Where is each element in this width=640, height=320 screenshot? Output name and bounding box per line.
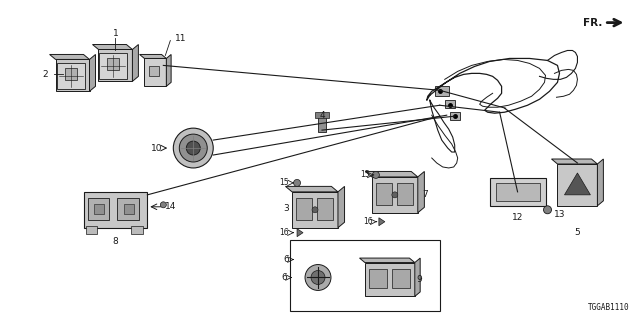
Text: 1: 1 xyxy=(113,29,118,38)
Text: 4: 4 xyxy=(319,111,325,120)
Circle shape xyxy=(543,206,552,214)
Bar xyxy=(495,183,540,201)
Text: 16: 16 xyxy=(280,228,289,237)
Bar xyxy=(56,63,84,89)
Bar xyxy=(86,226,97,234)
Bar xyxy=(83,192,147,228)
Polygon shape xyxy=(132,44,138,81)
Bar xyxy=(124,204,134,214)
Bar xyxy=(318,116,326,132)
Bar xyxy=(376,183,392,205)
Polygon shape xyxy=(90,54,95,91)
Bar xyxy=(131,226,143,234)
Bar xyxy=(149,67,159,76)
Circle shape xyxy=(179,134,207,162)
Bar xyxy=(397,183,413,205)
Polygon shape xyxy=(365,262,415,296)
Text: 16: 16 xyxy=(364,217,373,226)
Polygon shape xyxy=(415,258,420,296)
Bar xyxy=(490,178,545,206)
Polygon shape xyxy=(557,164,597,206)
Text: 7: 7 xyxy=(422,190,428,199)
Bar xyxy=(315,112,329,118)
Circle shape xyxy=(312,207,318,213)
Text: 2: 2 xyxy=(43,70,49,79)
Polygon shape xyxy=(338,186,344,228)
Text: 5: 5 xyxy=(575,228,580,237)
Polygon shape xyxy=(418,172,424,213)
Polygon shape xyxy=(564,173,591,195)
Text: 6: 6 xyxy=(284,255,289,264)
Bar xyxy=(99,53,127,79)
Polygon shape xyxy=(99,50,132,81)
Text: TGGAB1110: TGGAB1110 xyxy=(588,303,629,312)
Text: 12: 12 xyxy=(512,213,524,222)
Text: 15: 15 xyxy=(360,171,370,180)
Bar xyxy=(296,198,312,220)
Bar xyxy=(88,198,109,220)
Circle shape xyxy=(311,270,325,284)
Circle shape xyxy=(173,128,213,168)
Polygon shape xyxy=(285,186,338,192)
Bar xyxy=(369,268,387,288)
Polygon shape xyxy=(365,172,418,177)
Text: 3: 3 xyxy=(284,204,289,213)
Text: 14: 14 xyxy=(165,202,177,211)
Polygon shape xyxy=(93,44,132,50)
Polygon shape xyxy=(552,159,597,164)
Polygon shape xyxy=(597,159,604,206)
Bar xyxy=(435,86,449,96)
Circle shape xyxy=(186,141,200,155)
Text: 11: 11 xyxy=(175,34,187,43)
Polygon shape xyxy=(145,59,166,86)
Bar xyxy=(445,100,454,108)
Bar xyxy=(118,198,140,220)
Polygon shape xyxy=(297,229,303,237)
Polygon shape xyxy=(360,258,415,262)
Circle shape xyxy=(161,202,166,208)
Text: 9: 9 xyxy=(417,275,422,284)
Bar xyxy=(95,204,104,214)
Text: 15: 15 xyxy=(280,179,289,188)
Text: 13: 13 xyxy=(554,210,565,219)
Polygon shape xyxy=(140,54,166,59)
Circle shape xyxy=(392,192,398,198)
Polygon shape xyxy=(379,218,385,226)
Circle shape xyxy=(294,180,301,186)
Bar xyxy=(108,59,120,70)
Polygon shape xyxy=(166,54,171,86)
Polygon shape xyxy=(56,60,90,91)
Text: 6: 6 xyxy=(282,273,287,282)
Polygon shape xyxy=(49,54,90,60)
Bar xyxy=(65,68,77,80)
Bar xyxy=(317,198,333,220)
Circle shape xyxy=(305,265,331,291)
Text: 8: 8 xyxy=(113,237,118,246)
Bar xyxy=(290,240,440,311)
Circle shape xyxy=(372,172,380,179)
Bar xyxy=(450,112,460,120)
Bar xyxy=(392,268,410,288)
Text: 10: 10 xyxy=(151,144,163,153)
Polygon shape xyxy=(372,177,418,213)
Text: FR.: FR. xyxy=(583,18,602,28)
Polygon shape xyxy=(292,192,338,228)
